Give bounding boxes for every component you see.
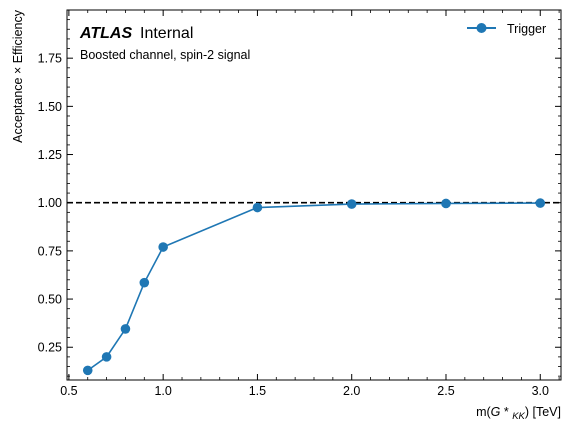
data-point-trigger: [139, 277, 150, 288]
y-tick-label: 1.75: [38, 52, 62, 66]
chart-subtitle: Boosted channel, spin-2 signal: [80, 48, 250, 62]
minor-ticks: [67, 10, 561, 380]
x-axis-label-star: *: [500, 405, 512, 419]
y-axis-label: Acceptance × Efficiency: [11, 9, 25, 143]
x-axis-label: m(G * KK) [TeV]: [476, 405, 561, 422]
legend: Trigger: [467, 22, 546, 36]
data-point-trigger: [441, 198, 451, 209]
atlas-label: ATLAS: [79, 25, 132, 42]
data-point-trigger: [158, 242, 168, 252]
x-tick-label: 0.5: [60, 384, 77, 398]
major-ticks: [67, 10, 561, 380]
legend-trigger-marker: [476, 23, 487, 33]
x-tick-label: 1.0: [154, 384, 171, 398]
y-tick-label: 0.75: [38, 244, 62, 258]
y-tick-label: 1.50: [38, 100, 62, 114]
x-tick-label: 2.5: [437, 384, 454, 398]
series-line-trigger: [87, 202, 541, 372]
data-point-trigger: [535, 198, 546, 208]
y-tick-label: 0.50: [38, 293, 62, 307]
data-point-trigger: [101, 352, 112, 362]
series-layer: [82, 198, 546, 376]
y-tick-label: 0.25: [38, 341, 62, 355]
tick-labels: 0.5 1.0 1.5 2.0 2.5 3.0 0.25 0.50 0.75 1.00 1.25 1.…: [38, 52, 549, 398]
data-point-trigger: [82, 365, 93, 376]
data-point-trigger: [120, 324, 131, 334]
internal-label: Internal: [140, 25, 193, 42]
data-point-trigger: [346, 199, 357, 209]
x-tick-label: 2.0: [343, 384, 360, 398]
x-tick-label: 3.0: [532, 384, 549, 398]
plot-frame: [66, 9, 562, 381]
y-tick-label: 1.25: [38, 148, 62, 162]
x-axis-label-sub: KK: [512, 411, 525, 422]
y-tick-label: 1.00: [38, 196, 62, 210]
legend-trigger-label: Trigger: [507, 22, 546, 36]
data-point-trigger: [252, 202, 263, 213]
x-axis-label-prefix: m(: [476, 405, 491, 419]
x-tick-label: 1.5: [249, 384, 266, 398]
x-axis-label-symbol: G: [491, 405, 501, 419]
x-axis-label-suffix: ) [TeV]: [525, 405, 561, 419]
